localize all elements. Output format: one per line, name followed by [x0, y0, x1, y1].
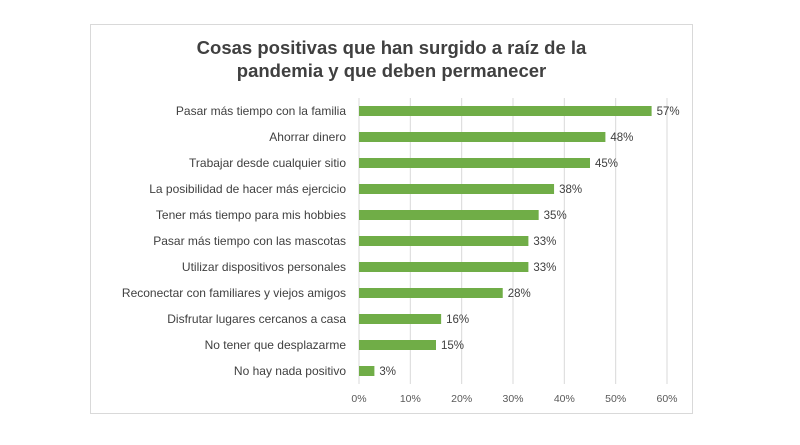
- category-label: Trabajar desde cualquier sitio: [189, 156, 346, 170]
- bar: [359, 210, 539, 220]
- x-tick-label: 40%: [554, 393, 575, 405]
- category-label: Pasar más tiempo con las mascotas: [153, 234, 346, 248]
- x-tick-label: 30%: [502, 393, 523, 405]
- bars: [359, 106, 652, 376]
- value-label: 16%: [446, 314, 469, 326]
- x-tick-label: 10%: [400, 393, 421, 405]
- value-label: 35%: [544, 210, 567, 222]
- value-label: 28%: [508, 288, 531, 300]
- category-label: Reconectar con familiares y viejos amigo…: [122, 286, 346, 300]
- chart-title-line-2: pandemia y que deben permanecer: [236, 60, 547, 81]
- x-axis-ticks: 0% 10% 20% 30% 40% 50% 60%: [351, 393, 677, 405]
- value-labels: 57% 48% 45% 38% 35% 33% 33% 28% 16% 15% 3%: [379, 106, 679, 378]
- chart-title-line-1: Cosas positivas que han surgido a raíz d…: [196, 37, 587, 58]
- bar: [359, 288, 503, 298]
- category-label: La posibilidad de hacer más ejercicio: [149, 182, 346, 196]
- value-label: 33%: [533, 262, 556, 274]
- category-label: No hay nada positivo: [234, 364, 346, 378]
- bar: [359, 366, 375, 376]
- chart-title: Cosas positivas que han surgido a raíz d…: [90, 36, 693, 82]
- category-label: No tener que desplazarme: [205, 338, 347, 352]
- category-label: Disfrutar lugares cercanos a casa: [167, 312, 346, 326]
- category-label: Tener más tiempo para mis hobbies: [156, 208, 346, 222]
- bar: [359, 340, 436, 350]
- bar: [359, 262, 529, 272]
- category-label: Pasar más tiempo con la familia: [176, 104, 346, 118]
- category-labels: Pasar más tiempo con la familia Ahorrar d…: [122, 104, 346, 378]
- value-label: 3%: [379, 366, 396, 378]
- bar: [359, 236, 529, 246]
- value-label: 57%: [657, 106, 680, 118]
- value-label: 45%: [595, 158, 618, 170]
- bar: [359, 184, 555, 194]
- x-tick-label: 20%: [451, 393, 472, 405]
- value-label: 15%: [441, 340, 464, 352]
- value-label: 48%: [610, 132, 633, 144]
- bar: [359, 158, 590, 168]
- value-label: 33%: [533, 236, 556, 248]
- x-tick-label: 50%: [605, 393, 626, 405]
- category-label: Utilizar dispositivos personales: [182, 260, 346, 274]
- x-tick-label: 0%: [351, 393, 366, 405]
- bar: [359, 106, 652, 116]
- category-label: Ahorrar dinero: [269, 130, 346, 144]
- bar: [359, 314, 442, 324]
- x-tick-label: 60%: [656, 393, 677, 405]
- bar: [359, 132, 606, 142]
- value-label: 38%: [559, 184, 582, 196]
